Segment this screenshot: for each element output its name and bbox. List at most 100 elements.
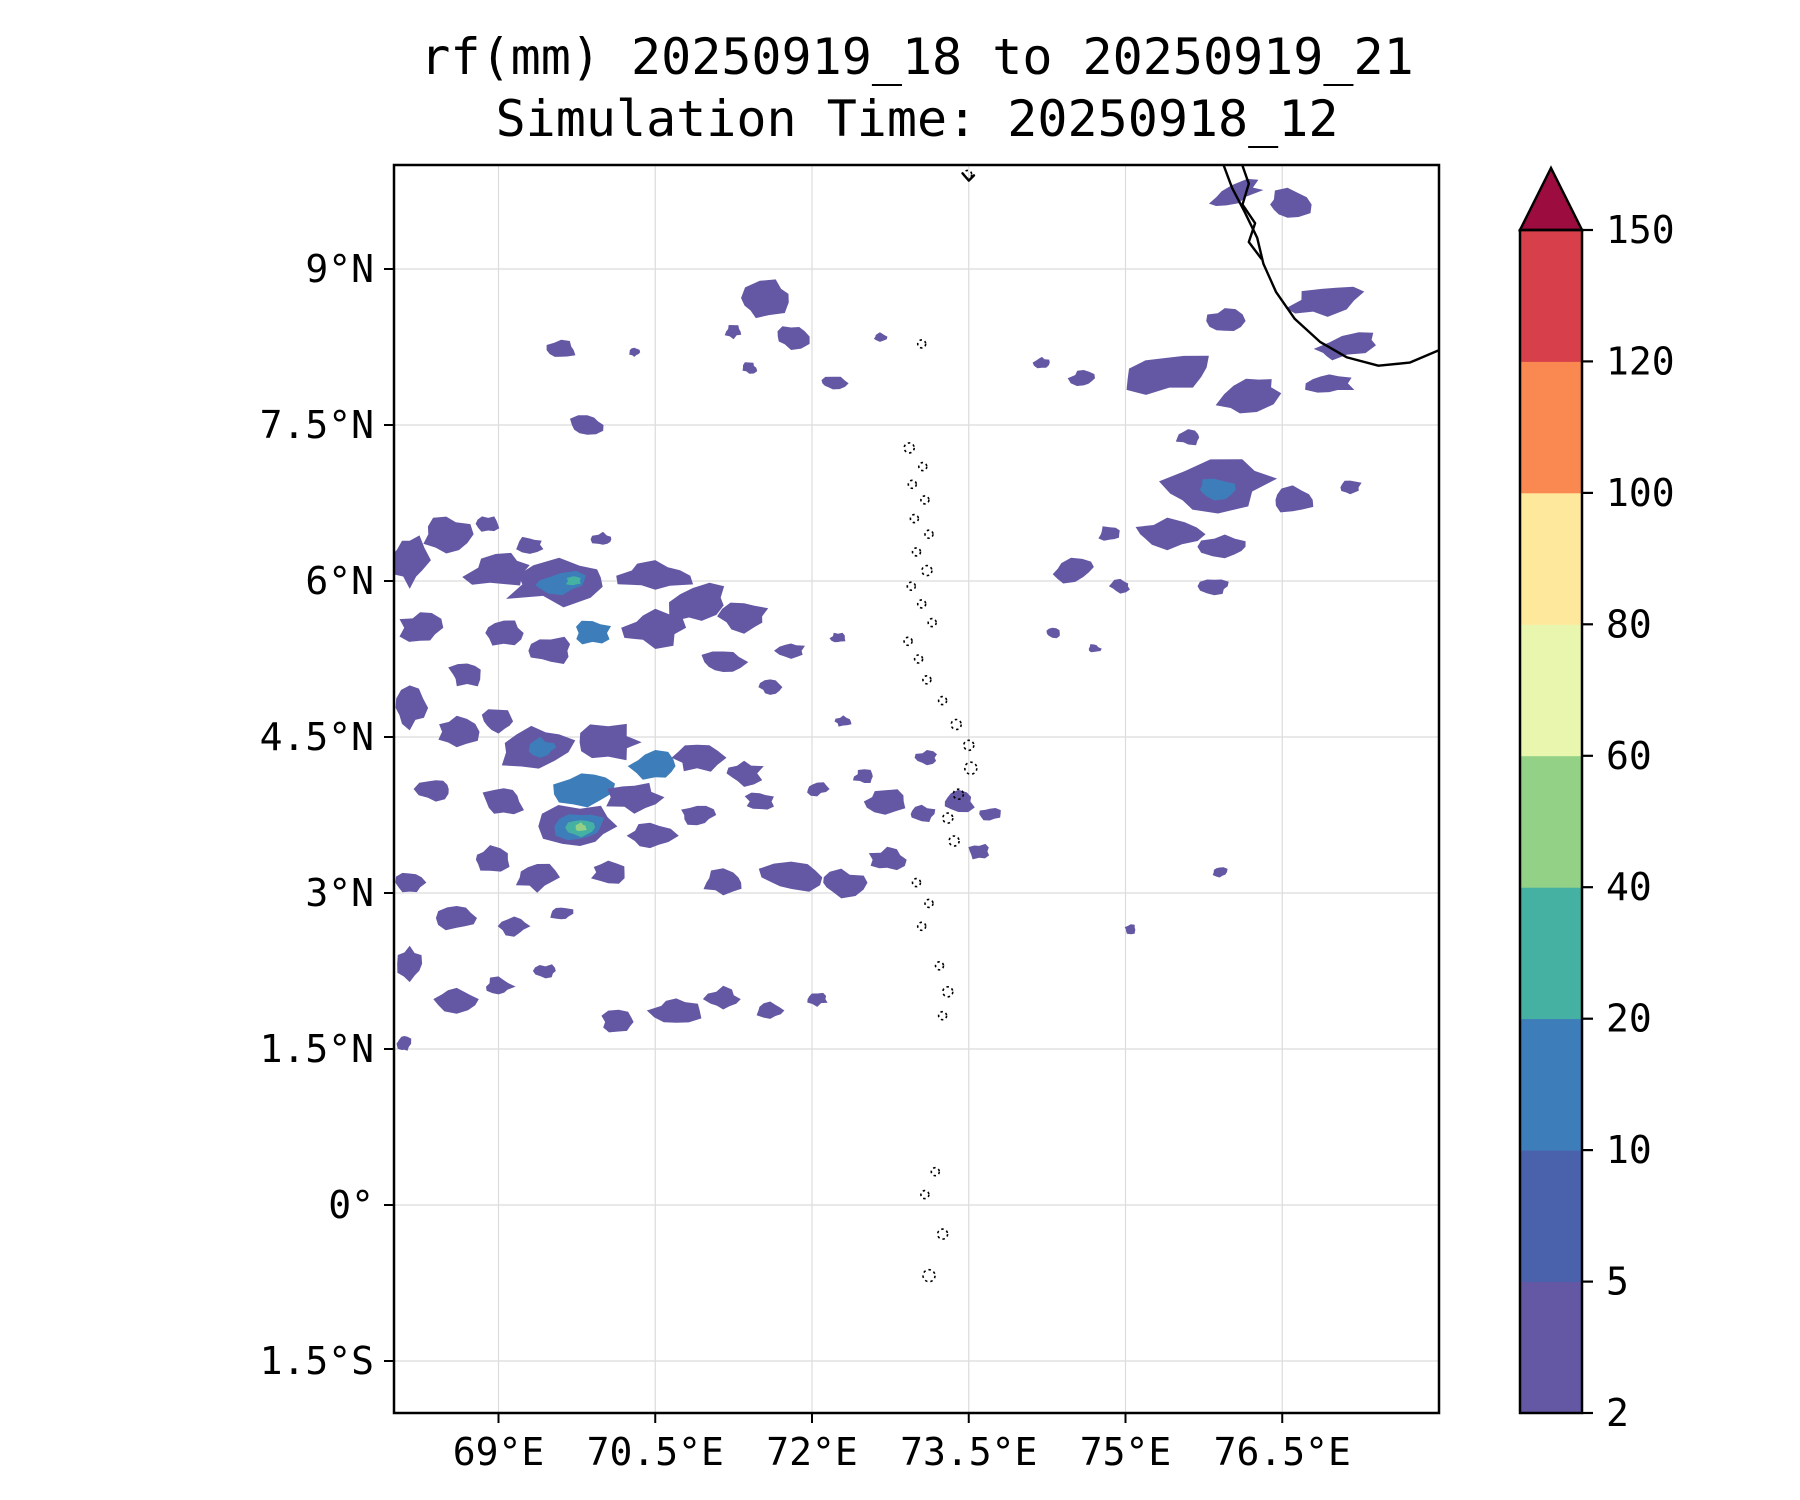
island-outline <box>903 636 913 647</box>
island-outline <box>937 695 948 706</box>
rain-cell <box>1088 644 1102 653</box>
rain-cell <box>532 964 556 979</box>
y-tick-label: 7.5°N <box>260 403 374 447</box>
colorbar-band <box>1520 230 1582 362</box>
rain-cell <box>1305 374 1355 393</box>
rain-cell <box>1098 526 1120 541</box>
rain-cell <box>497 916 531 937</box>
rain-cell <box>1215 378 1282 414</box>
rain-cell <box>462 552 530 586</box>
rain-cell <box>621 608 687 649</box>
rain-cell <box>433 987 479 1014</box>
rain-cell <box>1126 355 1209 395</box>
rain-cell <box>482 788 524 815</box>
island-outline <box>934 960 945 971</box>
rain-cell <box>579 723 642 761</box>
rain-cell <box>741 279 789 319</box>
colorbar-tick-label: 10 <box>1606 1128 1652 1172</box>
rain-cells <box>394 178 1376 1051</box>
rain-cell <box>435 906 477 931</box>
island-outline <box>924 529 934 540</box>
rain-cell <box>481 709 514 734</box>
rain-cell <box>726 760 764 787</box>
rain-cell <box>394 535 431 589</box>
colorbar-band <box>1520 492 1582 625</box>
island-outline <box>941 985 954 998</box>
rain-cell <box>395 872 427 893</box>
island-outline <box>948 835 960 847</box>
colorbar-tick-label: 5 <box>1606 1260 1629 1304</box>
rain-cell <box>1032 356 1050 369</box>
island-outline <box>930 1166 941 1177</box>
rain-cell <box>821 376 849 390</box>
island-outline <box>906 581 917 592</box>
x-tick-label: 69°E <box>453 1430 545 1474</box>
island-outline <box>937 1010 948 1021</box>
rain-cell <box>1067 370 1095 386</box>
colorbar-tick-label: 20 <box>1606 997 1652 1041</box>
rain-cell <box>1108 578 1130 594</box>
colorbar-band <box>1520 1018 1582 1151</box>
rain-cell <box>515 863 560 893</box>
rain-cell <box>774 643 805 659</box>
y-tick-label: 9°N <box>305 247 374 291</box>
coastline-segment <box>1240 165 1263 260</box>
y-tick-label: 1.5°N <box>260 1027 374 1071</box>
island-outline <box>916 921 927 932</box>
rain-cell <box>671 744 727 772</box>
rain-cell <box>1197 579 1229 596</box>
island-outline <box>936 1228 949 1240</box>
y-tick-label: 0° <box>328 1183 374 1227</box>
rain-cell <box>717 602 769 634</box>
colorbar-tick-label: 2 <box>1606 1391 1629 1435</box>
island-outline <box>916 599 927 609</box>
rain-cell <box>601 1009 634 1033</box>
chart-title-line1: rf(mm) 20250919_18 to 20250919_21 <box>420 28 1414 86</box>
rain-cell <box>863 789 906 815</box>
colorbar-tick-label: 60 <box>1606 734 1652 778</box>
x-tick-label: 72°E <box>766 1430 858 1474</box>
rain-cell <box>914 750 937 766</box>
x-tick-label: 70.5°E <box>587 1430 724 1474</box>
chart-title-line2: Simulation Time: 20250918_12 <box>495 90 1339 148</box>
island-outline <box>941 812 954 824</box>
rain-cell <box>397 945 423 983</box>
rain-cell <box>702 985 741 1010</box>
rain-cell <box>724 325 742 340</box>
rain-cell <box>777 326 810 350</box>
rain-cell <box>1275 485 1314 513</box>
rain-cell <box>1135 517 1206 551</box>
coastline-segment <box>1222 165 1439 367</box>
rain-cell <box>1313 332 1376 361</box>
x-tick-label: 73.5°E <box>900 1430 1037 1474</box>
rain-cell <box>616 560 694 590</box>
colorbar-tick-label: 120 <box>1606 339 1675 383</box>
y-tick-label: 4.5°N <box>260 715 374 759</box>
rain-cell <box>627 750 676 780</box>
rain-cell <box>448 663 481 687</box>
rain-cell <box>1052 557 1094 584</box>
rain-cell <box>591 860 625 884</box>
rain-cell <box>646 998 702 1023</box>
island-outline <box>917 461 928 472</box>
coastline <box>961 165 1439 367</box>
rain-cell <box>550 907 574 920</box>
gridlines <box>394 165 1439 1413</box>
island-outline <box>903 442 916 454</box>
colorbar-tick-label: 150 <box>1606 208 1675 252</box>
rain-cell <box>868 846 907 871</box>
rain-cell <box>399 612 444 642</box>
rain-cell <box>807 992 828 1007</box>
rain-cell <box>485 620 524 646</box>
x-tick-label: 75°E <box>1080 1430 1172 1474</box>
rain-cell <box>1206 308 1246 331</box>
rain-cell <box>829 632 846 643</box>
rain-cell <box>438 715 480 748</box>
y-tick-label: 6°N <box>305 559 374 603</box>
rain-cell <box>475 516 500 532</box>
rain-cell <box>565 576 581 586</box>
rain-cell <box>852 769 873 783</box>
y-tick-label: 3°N <box>305 871 374 915</box>
